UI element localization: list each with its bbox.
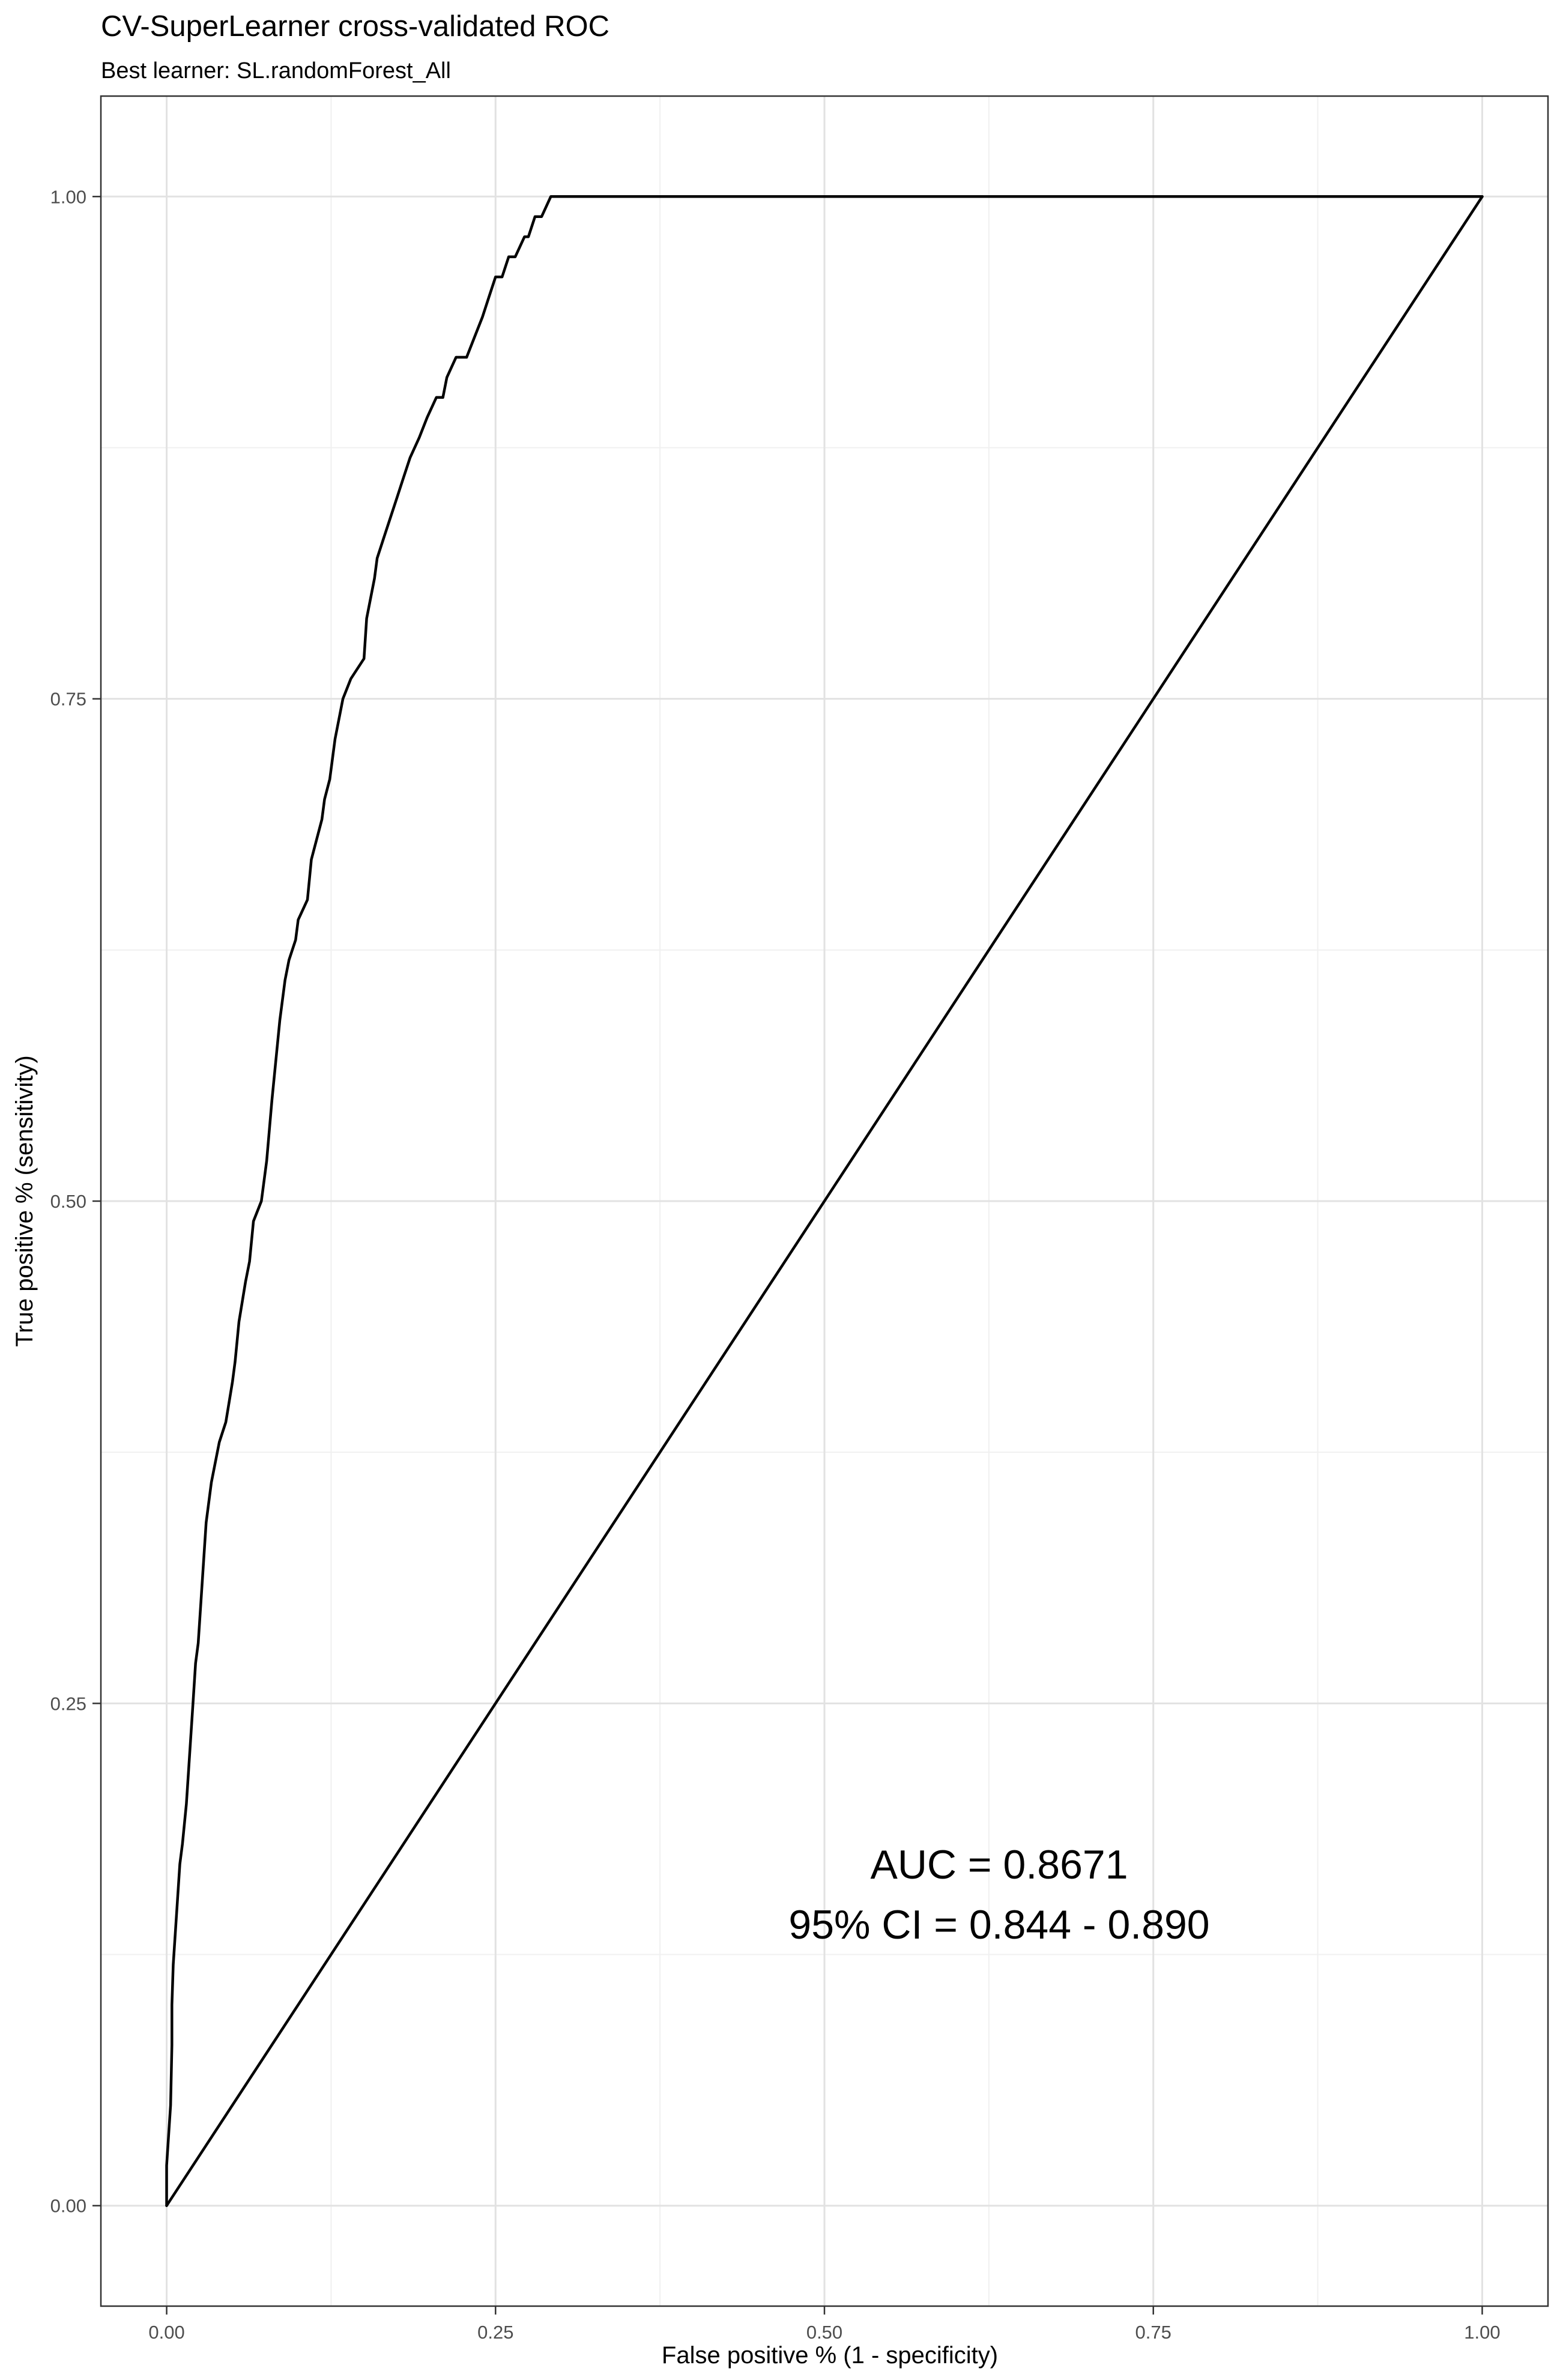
series-lines xyxy=(165,195,1484,2207)
x-tick-label: 0.25 xyxy=(477,2322,513,2343)
auc-annotation: AUC = 0.8671 xyxy=(870,1842,1128,1888)
x-axis-label: False positive % (1 - specificity) xyxy=(662,2342,998,2369)
x-tick-label: 0.00 xyxy=(148,2322,184,2343)
chart-title: CV-SuperLearner cross-validated ROC xyxy=(101,10,609,43)
x-tick-label: 1.00 xyxy=(1464,2322,1500,2343)
axes: 0.00 0.25 0.50 0.75 1.00 0.00 0.25 0.50 0.75 1.00 xyxy=(50,186,1501,2343)
y-tick-label: 0.75 xyxy=(50,689,86,710)
y-tick-label: 0.25 xyxy=(50,1693,86,1714)
y-axis-label: True positive % (sensitivity) xyxy=(11,1055,38,1346)
chart-subtitle: Best learner: SL.randomForest_All xyxy=(101,58,451,83)
reference-diagonal xyxy=(165,195,1484,2207)
y-tick-label: 0.50 xyxy=(50,1191,86,1212)
ci-annotation: 95% CI = 0.844 - 0.890 xyxy=(788,1902,1209,1948)
y-tick-label: 0.00 xyxy=(50,2196,86,2217)
y-tick-label: 1.00 xyxy=(50,186,86,207)
roc-curve xyxy=(165,195,1484,2207)
x-tick-label: 0.50 xyxy=(806,2322,842,2343)
x-tick-label: 0.75 xyxy=(1135,2322,1171,2343)
